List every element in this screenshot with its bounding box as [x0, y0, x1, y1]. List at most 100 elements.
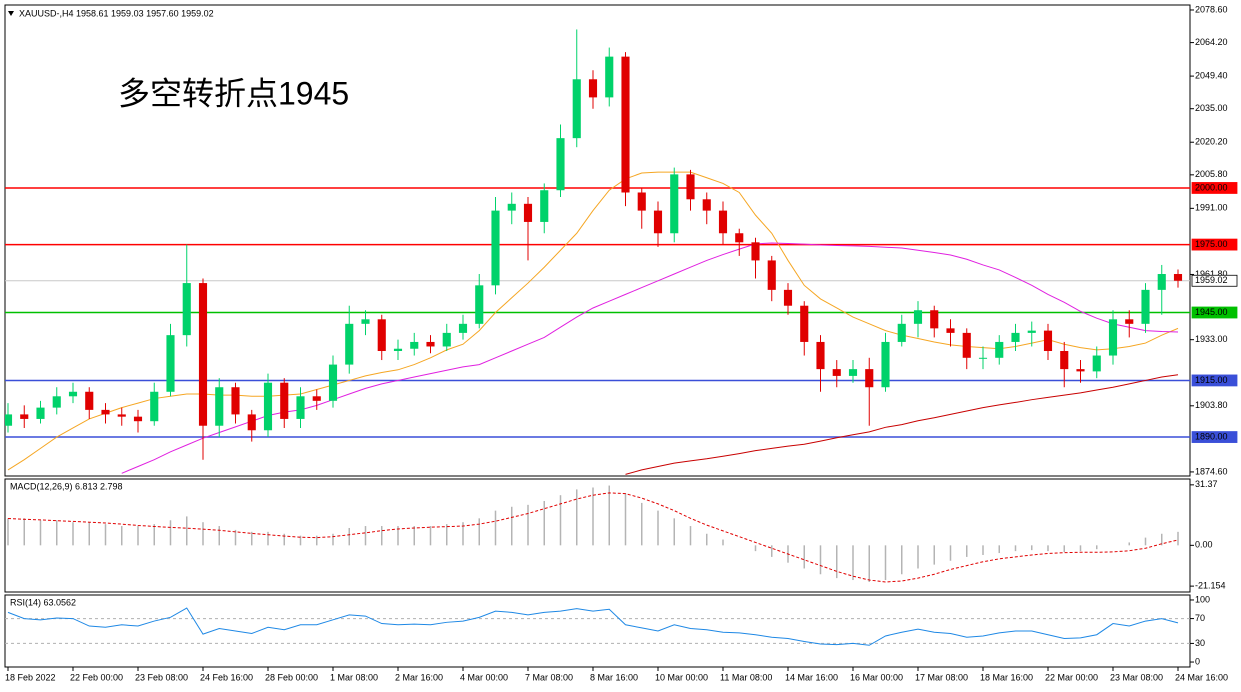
candle-body: [68, 391, 78, 397]
candle-body: [588, 79, 598, 98]
y-tick-label: 31.37: [1195, 479, 1218, 489]
candle-body: [410, 341, 419, 349]
candle-body: [36, 407, 45, 419]
x-tick-label: 11 Mar 08:00: [720, 672, 772, 682]
candle-body: [621, 56, 630, 193]
candle-body: [718, 210, 728, 234]
candle-body: [1060, 351, 1069, 370]
candle-body: [848, 369, 858, 376]
y-tick-label: 100: [1195, 594, 1210, 604]
candle-body: [995, 341, 1004, 358]
candle-body: [20, 414, 29, 419]
candle-body: [247, 414, 256, 431]
candle-body: [1076, 369, 1085, 372]
candle-body: [263, 382, 273, 431]
candle-body: [280, 382, 289, 419]
x-tick-label: 18 Feb 2022: [5, 672, 56, 682]
moving-average-line: [121, 242, 1179, 474]
candle-body: [85, 391, 94, 410]
x-tick-label: 24 Feb 16:00: [200, 672, 253, 682]
y-tick-label: 2035.00: [1195, 103, 1228, 113]
level-label-box: [1191, 306, 1238, 319]
candle-body: [377, 319, 386, 352]
level-label-box: [1191, 374, 1238, 387]
candle-body: [426, 341, 435, 347]
x-tick-label: 22 Mar 00:00: [1045, 672, 1098, 682]
candle-body: [166, 335, 175, 392]
candle-body: [523, 203, 533, 222]
candle-body: [491, 210, 500, 286]
candle-body: [442, 332, 451, 347]
macd-panel-frame: [4, 478, 1191, 593]
candle-body: [783, 289, 793, 306]
candle-body: [540, 190, 549, 222]
y-tick-label: 2020.20: [1195, 137, 1228, 147]
candle-body: [751, 242, 760, 261]
y-tick-label: 1933.00: [1195, 334, 1228, 344]
y-tick-label: 0.00: [1195, 540, 1213, 550]
level-label: 1945.00: [1195, 307, 1228, 317]
candle-body: [702, 199, 711, 211]
candle-body: [1092, 355, 1101, 372]
candle-body: [328, 364, 338, 401]
candle-body: [507, 203, 516, 211]
candle-body: [605, 56, 614, 98]
y-tick-label: 1961.80: [1195, 269, 1228, 279]
candle-body: [458, 323, 468, 333]
level-label-box: [1191, 182, 1238, 194]
level-label: 2000.00: [1195, 182, 1228, 192]
rsi-title: RSI(14) 63.0562: [10, 597, 76, 607]
candle-body: [881, 341, 890, 388]
x-tick-label: 2 Mar 16:00: [395, 672, 443, 682]
level-label: 1915.00: [1195, 375, 1228, 385]
candle-body: [962, 332, 971, 358]
candle-body: [117, 414, 126, 417]
rsi-line: [7, 607, 1179, 646]
y-tick-label: 1874.60: [1195, 466, 1228, 476]
candle-body: [800, 305, 809, 342]
candle-body: [816, 341, 825, 370]
level-label: 1975.00: [1195, 239, 1228, 249]
candle-body: [312, 396, 321, 401]
candle-body: [150, 391, 159, 422]
candle-body: [296, 396, 305, 419]
candle-body: [686, 174, 695, 200]
candle-body: [572, 79, 581, 139]
x-tick-label: 17 Mar 08:00: [915, 672, 968, 682]
candle-body: [1157, 274, 1166, 290]
candle-body: [1043, 330, 1053, 352]
moving-average-line: [625, 374, 1179, 475]
candle-body: [133, 416, 143, 422]
candle-body: [361, 319, 370, 324]
candle-body: [345, 323, 354, 365]
candle-body: [182, 283, 191, 336]
candle-body: [556, 138, 565, 191]
level-label: 1959.02: [1195, 275, 1228, 285]
y-tick-label: 2005.80: [1195, 169, 1228, 179]
main-panel-frame: [4, 4, 1191, 477]
candle-body: [393, 348, 403, 352]
level-label-box: [1191, 238, 1238, 251]
x-tick-label: 24 Mar 16:00: [1175, 672, 1228, 682]
rsi-panel-frame: [4, 594, 1191, 668]
y-tick-label: 70: [1195, 613, 1205, 623]
candle-body: [897, 323, 906, 342]
y-tick-label: 0: [1195, 656, 1200, 666]
candle-body: [1108, 319, 1118, 356]
x-tick-label: 23 Mar 08:00: [1110, 672, 1163, 682]
candle-body: [101, 409, 110, 415]
x-tick-label: 7 Mar 08:00: [525, 672, 573, 682]
candle-body: [946, 328, 955, 333]
candle-body: [735, 233, 744, 243]
y-tick-label: 2078.60: [1195, 4, 1228, 14]
candle-body: [1173, 274, 1183, 281]
candle-body: [767, 260, 776, 290]
candle-body: [930, 310, 939, 329]
candle-body: [215, 387, 224, 426]
candle-body: [653, 210, 663, 234]
x-tick-label: 22 Feb 00:00: [70, 672, 123, 682]
header-arrow: [8, 11, 14, 16]
level-label-box: [1191, 431, 1238, 443]
